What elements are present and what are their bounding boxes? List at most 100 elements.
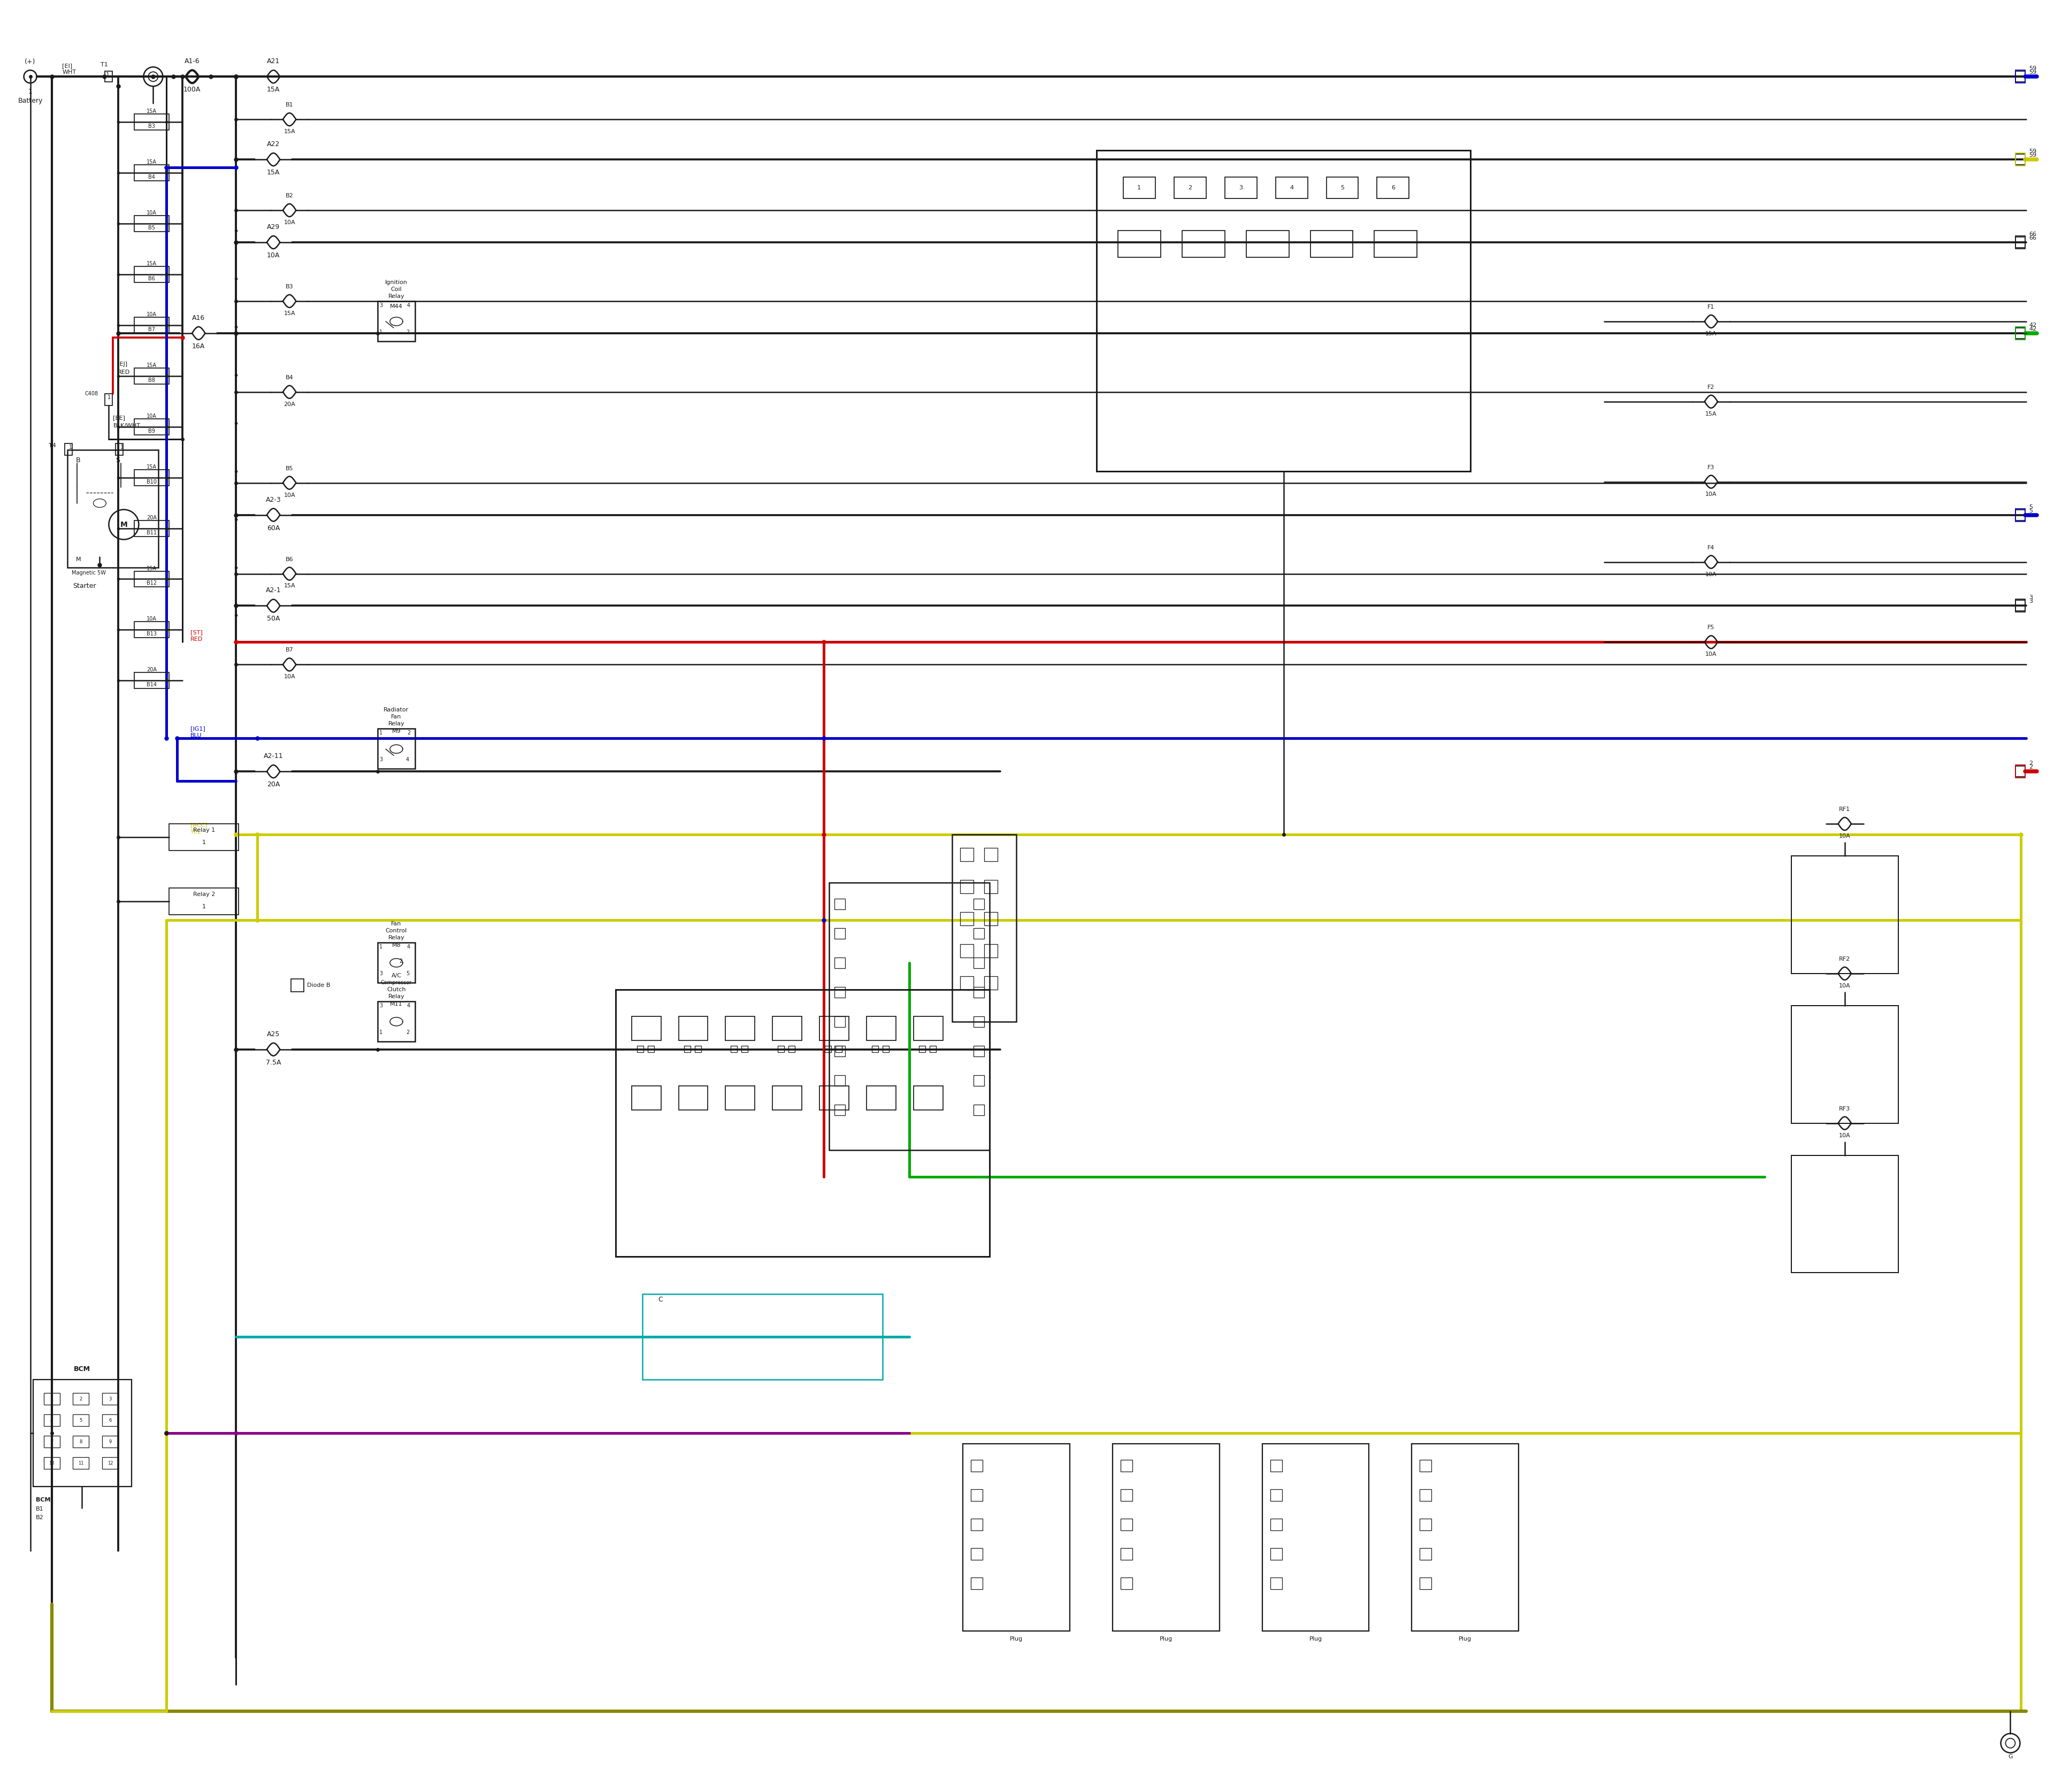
Bar xyxy=(873,1047,879,1052)
Text: 1: 1 xyxy=(29,88,33,95)
Text: 4: 4 xyxy=(407,303,411,308)
Text: 6: 6 xyxy=(1391,185,1395,190)
Text: 66: 66 xyxy=(2029,231,2038,237)
Bar xyxy=(2015,599,2025,613)
Text: B9: B9 xyxy=(148,428,154,434)
Bar xyxy=(2015,509,2025,520)
Bar xyxy=(959,944,974,957)
Text: 10A: 10A xyxy=(267,253,279,258)
Text: 15A: 15A xyxy=(1705,332,1717,337)
Text: 12: 12 xyxy=(107,1460,113,1466)
Bar xyxy=(1175,177,1206,199)
Text: 10: 10 xyxy=(49,1460,55,1466)
Text: B6: B6 xyxy=(148,276,154,281)
Bar xyxy=(834,987,846,998)
Text: RED: RED xyxy=(117,369,129,375)
Text: S: S xyxy=(115,457,119,464)
Text: [EI]: [EI] xyxy=(62,63,72,68)
Bar xyxy=(1247,231,1288,258)
Text: 1: 1 xyxy=(380,1030,382,1036)
Bar xyxy=(134,520,168,536)
Bar xyxy=(1419,1577,1432,1590)
Bar xyxy=(830,883,990,1150)
Bar xyxy=(834,1075,846,1086)
Bar xyxy=(1269,1518,1282,1530)
Bar xyxy=(867,1016,896,1041)
Text: BCM: BCM xyxy=(35,1498,49,1503)
Text: Starter: Starter xyxy=(74,582,97,590)
Text: 10A: 10A xyxy=(146,210,156,215)
Text: B6: B6 xyxy=(286,557,294,563)
Bar xyxy=(826,1047,832,1052)
Text: 1: 1 xyxy=(107,394,111,400)
Bar xyxy=(643,1294,883,1380)
Bar xyxy=(68,450,158,568)
Text: A2-11: A2-11 xyxy=(263,753,283,760)
Text: 8: 8 xyxy=(80,1439,82,1444)
Text: 20A: 20A xyxy=(146,667,156,672)
Text: A25: A25 xyxy=(267,1030,279,1038)
Bar xyxy=(974,987,984,998)
Text: Fan: Fan xyxy=(390,715,401,720)
Bar xyxy=(984,944,998,957)
Text: Control: Control xyxy=(386,928,407,934)
Text: 9: 9 xyxy=(109,1439,111,1444)
Text: A16: A16 xyxy=(193,314,205,321)
Bar xyxy=(2015,237,2025,249)
Text: B4: B4 xyxy=(148,174,154,179)
Text: 3: 3 xyxy=(109,1396,111,1401)
Bar xyxy=(974,898,984,909)
Bar xyxy=(1181,231,1224,258)
Text: 5: 5 xyxy=(407,971,409,977)
Bar xyxy=(1121,1518,1132,1530)
Text: 16A: 16A xyxy=(193,342,205,349)
Bar xyxy=(1261,1444,1370,1631)
Bar xyxy=(834,1016,846,1027)
Bar xyxy=(1376,177,1409,199)
Bar xyxy=(972,1489,982,1502)
Text: 15A: 15A xyxy=(146,159,156,165)
Text: 10A: 10A xyxy=(146,616,156,622)
Bar xyxy=(963,1444,1070,1631)
Text: F2: F2 xyxy=(1707,385,1715,391)
Bar xyxy=(959,977,974,989)
Bar xyxy=(772,1086,801,1109)
Bar xyxy=(134,572,168,588)
Bar xyxy=(134,622,168,638)
Bar xyxy=(378,943,415,982)
Text: [IG1]: [IG1] xyxy=(191,726,205,731)
Bar xyxy=(1419,1548,1432,1559)
Text: 42: 42 xyxy=(2029,323,2038,328)
Bar xyxy=(1121,1489,1132,1502)
Bar xyxy=(105,72,113,82)
Text: T4: T4 xyxy=(49,443,55,448)
Text: 4: 4 xyxy=(407,756,409,762)
Text: 4: 4 xyxy=(49,1417,53,1423)
Text: Plug: Plug xyxy=(1458,1636,1473,1641)
Bar xyxy=(1791,1005,1898,1124)
Text: 20A: 20A xyxy=(267,781,279,788)
Bar xyxy=(972,1460,982,1471)
Bar xyxy=(134,367,168,383)
Text: 5: 5 xyxy=(2029,507,2033,513)
Text: Radiator: Radiator xyxy=(384,708,409,713)
Bar xyxy=(930,1047,937,1052)
Text: Diode B: Diode B xyxy=(308,982,331,987)
Text: 10A: 10A xyxy=(1838,833,1851,839)
Text: B2: B2 xyxy=(35,1514,43,1520)
Text: BLK/WHT: BLK/WHT xyxy=(113,423,140,428)
Text: C408: C408 xyxy=(84,391,99,396)
Text: 20A: 20A xyxy=(146,514,156,520)
Text: B2: B2 xyxy=(286,194,294,199)
Bar xyxy=(2015,326,2025,340)
Text: 66: 66 xyxy=(2029,235,2038,240)
Bar xyxy=(959,848,974,862)
Text: Plug: Plug xyxy=(1161,1636,1173,1641)
Text: T1: T1 xyxy=(101,63,109,68)
Text: 100A: 100A xyxy=(183,86,201,93)
Bar xyxy=(1224,177,1257,199)
Text: Relay 1: Relay 1 xyxy=(193,828,216,833)
Text: Relay: Relay xyxy=(388,720,405,726)
Bar xyxy=(834,957,846,968)
Text: RF1: RF1 xyxy=(1838,806,1851,812)
